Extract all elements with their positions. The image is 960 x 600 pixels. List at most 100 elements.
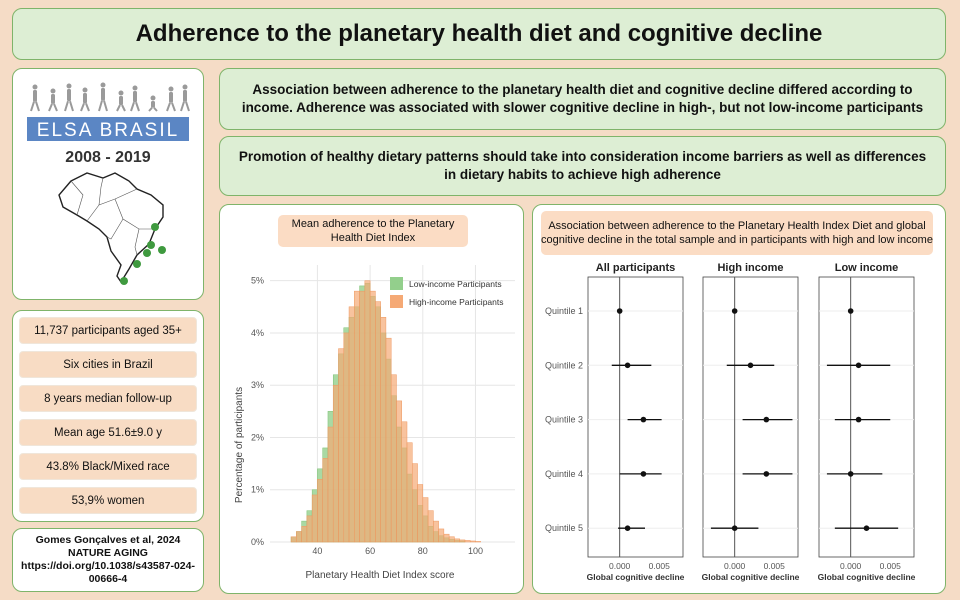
high-income-bar <box>401 421 408 543</box>
point-estimate <box>747 362 754 369</box>
y-tick-label: 5% <box>251 276 264 286</box>
x-tick-label: 80 <box>418 546 428 556</box>
row-label: Quintile 1 <box>545 306 583 316</box>
citation-panel: Gomes Gonçalves et al, 2024 NATURE AGING… <box>12 528 204 592</box>
walker-head-icon <box>66 83 72 89</box>
forest-panel-title: Low income <box>835 262 899 274</box>
high-income-bar <box>306 515 313 543</box>
forest-panel-title: High income <box>717 262 783 274</box>
forest-frame <box>702 276 799 558</box>
high-income-bar <box>406 442 413 543</box>
walking-figures-icon <box>30 82 190 112</box>
walker-legs-icon <box>166 102 176 112</box>
walker-head-icon <box>150 95 156 101</box>
walker-legs-icon <box>80 102 90 112</box>
x-tick-label: 0.000 <box>840 561 862 571</box>
forest-title: Association between adherence to the Pla… <box>541 211 933 255</box>
x-tick-label: 0.005 <box>649 561 671 571</box>
high-income-bar <box>327 426 334 543</box>
row-label: Quintile 5 <box>545 523 583 533</box>
high-income-bar <box>348 306 355 543</box>
walker-legs-icon <box>130 101 140 112</box>
high-income-bar <box>296 531 302 543</box>
legend-swatch <box>390 295 403 308</box>
stat-participants: 11,737 participants aged 35+ <box>19 317 197 344</box>
walker-legs-icon <box>98 100 108 112</box>
histogram-chart: 0% 1% 2% 3% 4% 5% 40 60 80 100 Low-income Partici… <box>234 265 515 581</box>
high-income-bar <box>359 290 366 543</box>
brazil-map-icon <box>58 172 164 284</box>
y-tick-label: 3% <box>251 380 264 390</box>
high-income-bar <box>338 348 345 543</box>
state-borders <box>70 177 155 256</box>
forest-frame <box>587 276 684 558</box>
legend-label: Low-income Participants <box>409 279 502 289</box>
walker-head-icon <box>168 86 174 92</box>
y-tick-label: 1% <box>251 485 264 495</box>
high-income-bar <box>417 484 424 543</box>
title-panel: Adherence to the planetary health diet a… <box>12 8 946 60</box>
walker-legs-icon <box>180 101 190 112</box>
high-income-bar <box>343 332 350 543</box>
walker-head-icon <box>132 85 138 91</box>
high-income-bar <box>301 526 308 543</box>
city-dot <box>133 260 141 268</box>
high-income-bar <box>375 301 381 543</box>
page-title: Adherence to the planetary health diet a… <box>135 20 823 47</box>
city-dot <box>120 277 128 285</box>
point-estimate <box>640 471 647 477</box>
high-income-bar <box>464 540 471 543</box>
point-estimate <box>624 362 631 369</box>
point-estimate <box>855 362 862 369</box>
legend-swatch <box>390 277 403 290</box>
city-dot <box>158 246 166 254</box>
x-tick-label: 0.000 <box>724 561 746 571</box>
study-city-dots <box>120 223 166 285</box>
high-income-bar <box>311 494 318 543</box>
stat-women: 53,9% women <box>19 487 197 514</box>
logo-band <box>27 117 189 141</box>
histogram-y-label: Percentage of participants <box>234 387 245 503</box>
city-dot <box>147 241 155 249</box>
point-estimate <box>847 308 854 314</box>
logo-text: ELSA BRASIL <box>37 120 179 141</box>
point-estimate <box>863 525 870 531</box>
walker-head-icon <box>82 87 88 93</box>
high-income-bar <box>322 458 329 543</box>
high-income-bar <box>469 540 476 543</box>
stat-cities: Six cities in Brazil <box>19 351 197 378</box>
elsa-logo-map: ELSA BRASIL 2008 - 2019 <box>27 82 190 285</box>
high-income-bar <box>396 400 402 543</box>
stat-race: 43.8% Black/Mixed race <box>19 453 197 480</box>
forest-frame <box>818 276 915 558</box>
high-income-bar <box>427 510 434 543</box>
walker-head-icon <box>182 84 188 90</box>
high-income-bar <box>290 536 297 543</box>
walker-legs-icon <box>30 101 40 112</box>
walker-head-icon <box>100 82 106 88</box>
key-message-promotion: Promotion of healthy dietary patterns sh… <box>219 136 946 196</box>
x-tick-label: 0.005 <box>880 561 902 571</box>
walker-body-icon <box>119 96 123 105</box>
forest-plot-chart: Quintile 1 Quintile 2 Quintile 3 Quintile 4… <box>545 262 916 582</box>
city-dot <box>143 249 151 257</box>
high-income-bar <box>422 497 429 543</box>
high-income-bar <box>369 290 376 543</box>
walker-body-icon <box>51 94 55 104</box>
point-estimate <box>763 471 770 477</box>
histogram-x-label: Planetary Health Diet Index score <box>306 570 455 581</box>
walker-body-icon <box>83 93 87 104</box>
point-estimate <box>847 471 854 477</box>
high-income-bar <box>380 317 387 543</box>
point-estimate <box>624 525 631 531</box>
walker-head-icon <box>118 90 124 96</box>
x-tick-label: 0.005 <box>764 561 786 571</box>
walker-body-icon <box>169 92 173 103</box>
x-tick-label: 100 <box>468 546 483 556</box>
walker-legs-icon <box>148 107 158 112</box>
point-estimate <box>731 525 738 531</box>
high-income-bar <box>332 384 339 543</box>
walker-head-icon <box>32 84 38 90</box>
stat-follow-up: 8 years median follow-up <box>19 385 197 412</box>
study-stats-panel: 11,737 participants aged 35+ Six cities … <box>12 310 204 522</box>
